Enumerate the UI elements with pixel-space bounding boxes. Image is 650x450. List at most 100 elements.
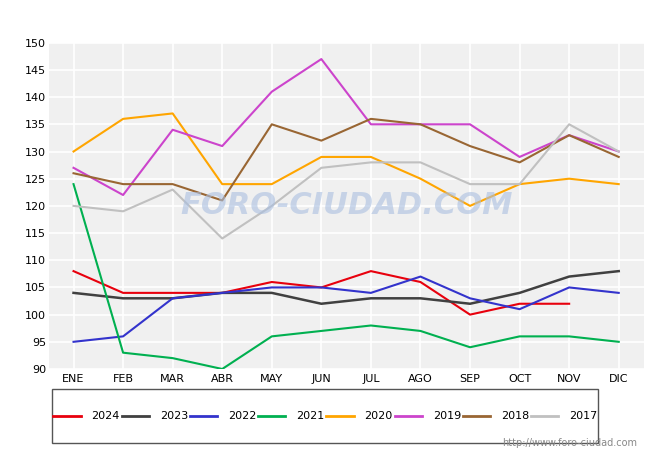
2023: [566, 274, 573, 279]
2021: [218, 366, 226, 372]
Text: 2024: 2024: [92, 411, 120, 421]
2022: [268, 285, 276, 290]
2023: [169, 296, 177, 301]
2019: [268, 89, 276, 94]
2019: [515, 154, 523, 160]
2023: [119, 296, 127, 301]
2018: [515, 160, 523, 165]
2017: [317, 165, 325, 171]
2021: [317, 328, 325, 333]
2021: [119, 350, 127, 356]
2018: [367, 116, 375, 122]
2018: [119, 181, 127, 187]
2020: [317, 154, 325, 160]
2021: [417, 328, 424, 333]
2017: [515, 181, 523, 187]
Line: 2017: 2017: [73, 124, 619, 238]
2020: [70, 149, 77, 154]
2022: [367, 290, 375, 296]
Line: 2020: 2020: [73, 113, 619, 206]
2023: [466, 301, 474, 306]
2019: [317, 56, 325, 62]
2017: [367, 160, 375, 165]
2017: [169, 187, 177, 192]
Text: 2021: 2021: [296, 411, 324, 421]
2020: [169, 111, 177, 116]
2018: [317, 138, 325, 143]
2021: [466, 345, 474, 350]
2018: [218, 198, 226, 203]
Text: 2019: 2019: [433, 411, 461, 421]
2022: [417, 274, 424, 279]
2017: [218, 236, 226, 241]
2020: [119, 116, 127, 122]
2024: [218, 290, 226, 296]
2022: [566, 285, 573, 290]
2023: [417, 296, 424, 301]
Line: 2023: 2023: [73, 271, 619, 304]
2024: [119, 290, 127, 296]
2023: [268, 290, 276, 296]
2019: [119, 192, 127, 198]
2018: [615, 154, 623, 160]
2024: [566, 301, 573, 306]
2017: [119, 209, 127, 214]
2020: [466, 203, 474, 209]
2019: [70, 165, 77, 171]
2024: [268, 279, 276, 285]
2021: [566, 334, 573, 339]
2021: [169, 356, 177, 361]
2023: [70, 290, 77, 296]
2020: [218, 181, 226, 187]
Text: 2020: 2020: [365, 411, 393, 421]
2022: [515, 306, 523, 312]
2022: [466, 296, 474, 301]
Line: 2019: 2019: [73, 59, 619, 195]
Line: 2022: 2022: [73, 277, 619, 342]
2019: [218, 144, 226, 149]
2024: [169, 290, 177, 296]
2022: [218, 290, 226, 296]
2022: [70, 339, 77, 345]
2020: [515, 181, 523, 187]
2018: [466, 144, 474, 149]
2023: [218, 290, 226, 296]
2024: [317, 285, 325, 290]
2019: [367, 122, 375, 127]
Line: 2021: 2021: [73, 184, 619, 369]
2022: [317, 285, 325, 290]
Text: 2018: 2018: [501, 411, 529, 421]
2024: [367, 268, 375, 274]
2020: [367, 154, 375, 160]
2023: [515, 290, 523, 296]
Text: http://www.foro-ciudad.com: http://www.foro-ciudad.com: [502, 438, 637, 448]
2024: [70, 268, 77, 274]
2024: [515, 301, 523, 306]
2022: [169, 296, 177, 301]
2024: [466, 312, 474, 317]
2018: [417, 122, 424, 127]
2021: [615, 339, 623, 345]
2017: [417, 160, 424, 165]
2022: [119, 334, 127, 339]
2021: [268, 334, 276, 339]
2017: [466, 181, 474, 187]
2024: [417, 279, 424, 285]
2021: [515, 334, 523, 339]
2019: [566, 132, 573, 138]
2018: [70, 171, 77, 176]
Text: Afiliados en La Torre a 30/11/2024: Afiliados en La Torre a 30/11/2024: [153, 8, 497, 26]
Line: 2024: 2024: [73, 271, 569, 315]
2020: [417, 176, 424, 181]
2017: [70, 203, 77, 209]
Text: FORO-CIUDAD.COM: FORO-CIUDAD.COM: [180, 191, 512, 220]
2017: [566, 122, 573, 127]
2021: [70, 181, 77, 187]
2020: [268, 181, 276, 187]
2019: [169, 127, 177, 132]
2021: [367, 323, 375, 328]
2019: [615, 149, 623, 154]
2017: [268, 203, 276, 209]
2018: [268, 122, 276, 127]
2020: [615, 181, 623, 187]
